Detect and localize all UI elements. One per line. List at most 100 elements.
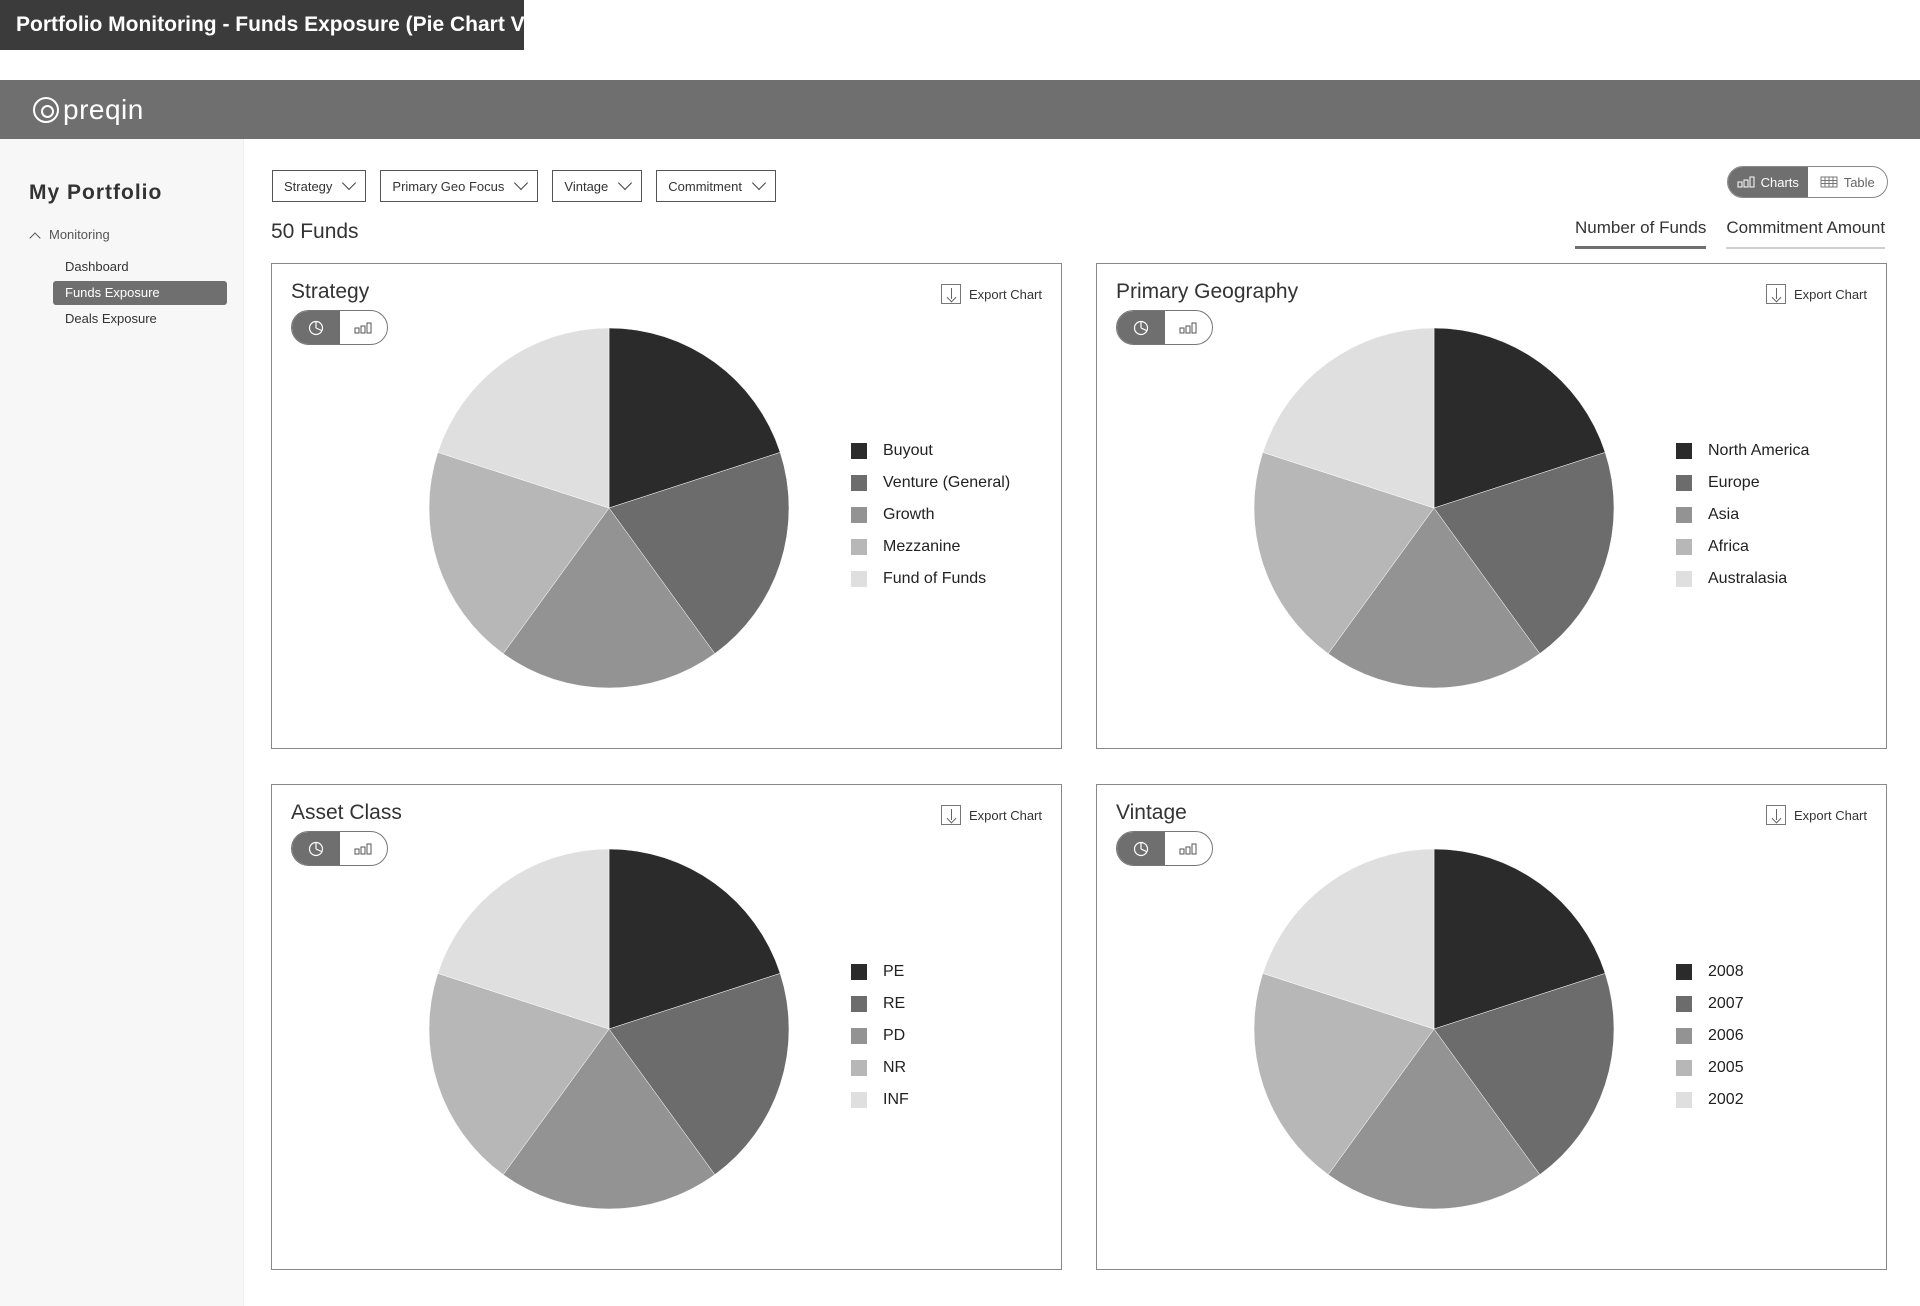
- chart-type-toggle: [1116, 831, 1213, 866]
- bar-view-button[interactable]: [340, 832, 388, 865]
- pie-slice-2005[interactable]: [1253, 973, 1435, 1175]
- export-chart-button[interactable]: Export Chart: [941, 284, 1042, 304]
- tab-commitment-amount[interactable]: Commitment Amount: [1726, 218, 1886, 249]
- chart-panel-title: Primary Geography: [1116, 280, 1299, 303]
- chart-panel-strategy: Strategy Export Chart Buyout Venture (Gener…: [271, 263, 1062, 749]
- bar-view-button[interactable]: [340, 311, 388, 344]
- chart-type-toggle: [291, 310, 388, 345]
- pie-slice-nr[interactable]: [428, 973, 610, 1175]
- pie-slice-venture-general-[interactable]: [608, 452, 790, 654]
- export-chart-label: Export Chart: [1794, 807, 1867, 823]
- table-view-label: Table: [1843, 174, 1875, 190]
- legend-label: Australasia: [1708, 570, 1788, 587]
- pie-slice-fund-of-funds[interactable]: [437, 327, 610, 509]
- chart-panel-title: Vintage: [1116, 801, 1187, 824]
- legend-label: RE: [883, 995, 906, 1012]
- legend-label: PD: [883, 1027, 906, 1044]
- bar-chart-icon: [1737, 176, 1755, 188]
- pie-chart-icon: [1133, 841, 1148, 856]
- bar-chart-icon: [1179, 322, 1197, 333]
- chevron-down-icon: [514, 175, 529, 191]
- pie-slice-europe[interactable]: [1433, 452, 1615, 654]
- pie-slice-north-america[interactable]: [1433, 327, 1606, 509]
- pie-view-button[interactable]: [292, 832, 340, 865]
- legend-swatch: [851, 1092, 867, 1108]
- pie-slice-2002[interactable]: [1262, 848, 1435, 1030]
- legend-item: Mezzanine: [851, 531, 1010, 563]
- pie-slice-africa[interactable]: [1253, 452, 1435, 654]
- nav-group-monitoring[interactable]: Monitoring: [29, 227, 110, 242]
- charts-view-button[interactable]: Charts: [1728, 167, 1808, 197]
- legend-label: PE: [883, 963, 905, 980]
- pie-slice-2007[interactable]: [1433, 973, 1615, 1175]
- legend-label: 2006: [1708, 1027, 1744, 1044]
- legend-swatch: [851, 539, 867, 555]
- legend-item: 2006: [1676, 1020, 1744, 1052]
- pie-view-button[interactable]: [292, 311, 340, 344]
- legend-label: 2002: [1708, 1091, 1744, 1108]
- sidebar-item-funds-exposure[interactable]: Funds Exposure: [53, 281, 227, 305]
- legend-swatch: [851, 475, 867, 491]
- pie-slice-asia[interactable]: [1327, 507, 1541, 689]
- legend-label: Mezzanine: [883, 538, 961, 555]
- legend-swatch: [851, 507, 867, 523]
- export-chart-label: Export Chart: [969, 807, 1042, 823]
- legend-label: Venture (General): [883, 474, 1011, 491]
- legend-label: Fund of Funds: [883, 570, 987, 587]
- chart-panel-title: Asset Class: [291, 801, 402, 824]
- legend-swatch: [1676, 996, 1692, 1012]
- legend-swatch: [851, 571, 867, 587]
- legend-swatch: [851, 964, 867, 980]
- pie-slice-growth[interactable]: [502, 507, 716, 689]
- legend-swatch: [1676, 964, 1692, 980]
- chevron-down-icon: [751, 175, 767, 191]
- legend-swatch: [851, 996, 867, 1012]
- pie-slice-buyout[interactable]: [608, 327, 781, 509]
- table-view-button[interactable]: Table: [1808, 167, 1888, 197]
- chart-panel-title: Strategy: [291, 280, 370, 303]
- filter-vintage[interactable]: Vintage: [552, 170, 643, 202]
- chart-panel-primary-geography: Primary Geography Export Chart North Ameri…: [1096, 263, 1887, 749]
- chart-legend: Buyout Venture (General) Growth Mezzanine Fu…: [851, 435, 1010, 595]
- tab-number-of-funds[interactable]: Number of Funds: [1575, 218, 1707, 249]
- filter-strategy[interactable]: Strategy: [272, 170, 367, 202]
- download-icon: [941, 805, 962, 825]
- legend-item: 2005: [1676, 1052, 1744, 1084]
- pie-slice-pd[interactable]: [502, 1028, 716, 1210]
- pie-slice-2006[interactable]: [1327, 1028, 1541, 1210]
- export-chart-button[interactable]: Export Chart: [941, 805, 1042, 825]
- pie-slice-australasia[interactable]: [1262, 327, 1435, 509]
- chart-panel-vintage: Vintage Export Chart 2008 2007 2006 2005 2002: [1096, 784, 1887, 1270]
- filter-commitment[interactable]: Commitment: [656, 170, 776, 202]
- pie-slice-inf[interactable]: [437, 848, 610, 1030]
- download-icon: [1766, 284, 1787, 304]
- export-chart-button[interactable]: Export Chart: [1766, 284, 1867, 304]
- legend-label: Europe: [1708, 474, 1760, 491]
- pie-slice-mezzanine[interactable]: [428, 452, 610, 654]
- sidebar-item-dashboard[interactable]: Dashboard: [65, 259, 129, 274]
- pie-view-button[interactable]: [1117, 832, 1165, 865]
- download-icon: [1766, 805, 1787, 825]
- pie-slice-re[interactable]: [608, 973, 790, 1175]
- legend-swatch: [851, 1060, 867, 1076]
- pie-slice-pe[interactable]: [608, 848, 781, 1030]
- legend-label: North America: [1708, 442, 1810, 459]
- legend-label: 2007: [1708, 995, 1744, 1012]
- filter-primary-geo-focus[interactable]: Primary Geo Focus: [380, 170, 539, 202]
- legend-item: INF: [851, 1084, 909, 1116]
- legend-item: 2002: [1676, 1084, 1744, 1116]
- bar-view-button[interactable]: [1165, 832, 1213, 865]
- legend-item: 2007: [1676, 988, 1744, 1020]
- pie-slice-2008[interactable]: [1433, 848, 1606, 1030]
- bar-view-button[interactable]: [1165, 311, 1213, 344]
- pie-view-button[interactable]: [1117, 311, 1165, 344]
- legend-label: NR: [883, 1059, 907, 1076]
- pie-chart: [1253, 848, 1615, 1210]
- chart-legend: North America Europe Asia Africa Australasia: [1676, 435, 1809, 595]
- sidebar-item-deals-exposure[interactable]: Deals Exposure: [65, 311, 157, 326]
- legend-label: Asia: [1708, 506, 1740, 523]
- preqin-logo[interactable]: preqin: [33, 94, 144, 126]
- chart-legend: PE RE PD NR INF: [851, 956, 909, 1116]
- filter-label: Strategy: [284, 178, 333, 194]
- export-chart-button[interactable]: Export Chart: [1766, 805, 1867, 825]
